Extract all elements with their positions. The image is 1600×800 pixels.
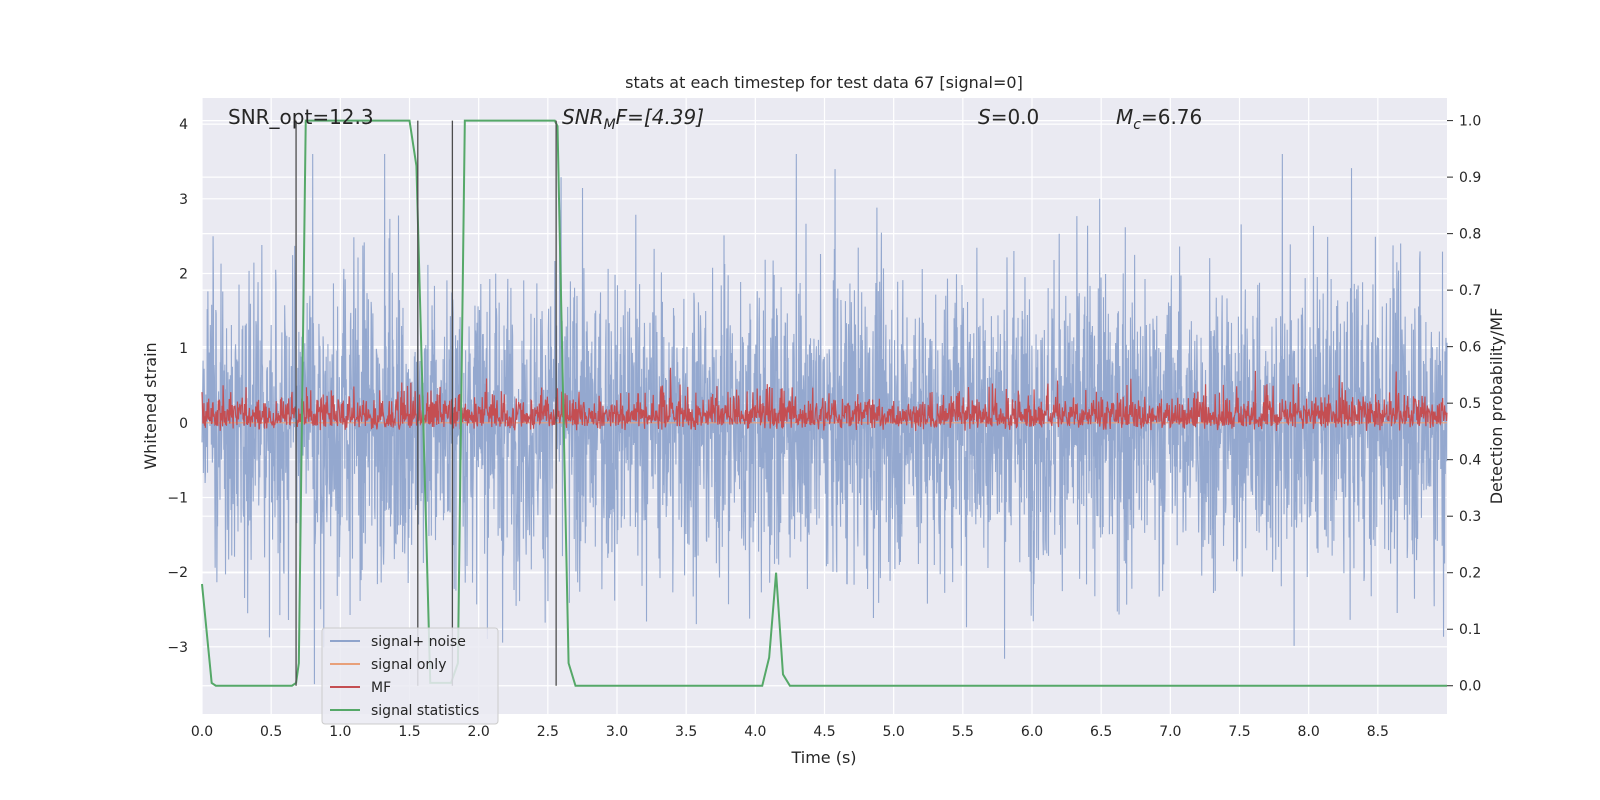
y-right-tick-label: 0.1	[1459, 622, 1481, 638]
s-annotation: S=0.0	[978, 105, 1039, 129]
snr-mf-annotation: SNRMF=[4.39]	[562, 105, 704, 133]
x-tick-label: 8.5	[1367, 724, 1389, 740]
x-tick-label: 2.5	[537, 724, 559, 740]
x-tick-label: 0.0	[191, 724, 213, 740]
snr-mf-sub: M	[604, 117, 616, 133]
x-tick-label: 4.0	[744, 724, 766, 740]
legend-label-signal-statistics: signal statistics	[371, 703, 479, 719]
snr-mf-rest: F=[4.39]	[616, 105, 704, 129]
x-tick-label: 7.0	[1159, 724, 1181, 740]
y-right-tick-label: 0.5	[1459, 396, 1481, 412]
legend-label-signal-only: signal only	[371, 657, 446, 673]
mc-sub: c	[1133, 117, 1141, 133]
x-tick-label: 7.5	[1228, 724, 1250, 740]
x-tick-label: 1.0	[329, 724, 351, 740]
legend-label-mf: MF	[371, 680, 391, 696]
y-right-tick-label: 0.9	[1459, 170, 1481, 186]
x-tick-label: 1.5	[398, 724, 420, 740]
y-tick-label: −1	[167, 490, 188, 506]
x-tick-label: 2.0	[468, 724, 490, 740]
x-tick-label: 3.0	[606, 724, 628, 740]
x-tick-label: 5.0	[883, 724, 905, 740]
legend-box	[321, 627, 499, 725]
y-right-tick-label: 1.0	[1459, 114, 1481, 130]
y-right-tick-label: 0.6	[1459, 340, 1481, 356]
mc-rest: =6.76	[1141, 105, 1202, 129]
y-tick-label: 3	[179, 192, 188, 208]
y-tick-label: 4	[179, 117, 188, 133]
s-main: S	[978, 105, 991, 129]
y-right-tick-label: 0.8	[1459, 227, 1481, 243]
y-right-tick-label: 0.3	[1459, 509, 1481, 525]
y-right-tick-label: 0.2	[1459, 566, 1481, 582]
y-right-tick-label: 0.4	[1459, 453, 1481, 469]
y-right-tick-label: 0.7	[1459, 283, 1481, 299]
y-tick-label: −2	[167, 565, 188, 581]
y-right-axis-label: Detection probability/MF	[1487, 308, 1506, 505]
x-tick-label: 8.0	[1298, 724, 1320, 740]
x-tick-label: 4.5	[813, 724, 835, 740]
legend-label-signal-noise: signal+ noise	[371, 634, 466, 650]
y-tick-label: −3	[167, 640, 188, 656]
legend: signal+ noise signal only MF signal stat…	[321, 627, 499, 725]
x-tick-label: 3.5	[675, 724, 697, 740]
y-tick-label: 0	[179, 416, 188, 432]
y-tick-label: 2	[179, 266, 188, 282]
x-tick-label: 0.5	[260, 724, 282, 740]
x-axis-label: Time (s)	[790, 748, 856, 767]
vertical-markers	[295, 120, 557, 686]
snr-mf-main: SNR	[562, 105, 604, 129]
x-tick-label: 6.0	[1021, 724, 1043, 740]
y-axis-label: Whitened strain	[141, 342, 160, 469]
x-tick-label: 6.5	[1090, 724, 1112, 740]
s-rest: =0.0	[991, 105, 1040, 129]
y-right-tick-label: 0.0	[1459, 679, 1481, 695]
series-mf-line	[201, 367, 1448, 432]
y-tick-label: 1	[179, 341, 188, 357]
series-signal-noise-line	[201, 153, 1448, 685]
chart-title: stats at each timestep for test data 67 …	[625, 73, 1023, 92]
mc-annotation: Mc=6.76	[1116, 105, 1202, 133]
tick-layer: 0.0 0.5 1.0 1.5 2.0 2.5 3.0 3.5 4.0 4.5 5.0 5.5 6.0 6…	[167, 114, 1481, 740]
mc-main: M	[1116, 105, 1133, 129]
x-tick-label: 5.5	[952, 724, 974, 740]
snr-opt-annotation: SNR_opt=12.3	[228, 105, 374, 129]
